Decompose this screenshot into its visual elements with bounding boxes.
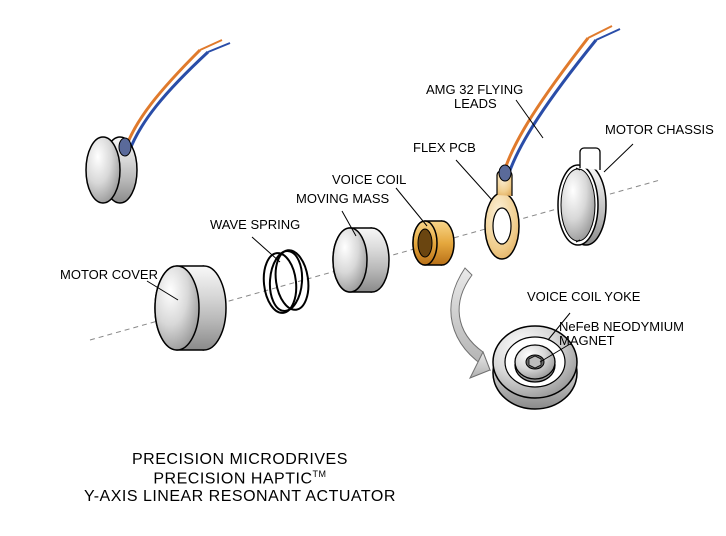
motor-cover-part [155, 266, 226, 350]
label-neodymium-2: MAGNET [559, 333, 615, 349]
title-tm: TM [313, 469, 327, 479]
title-line-3: Y-AXIS LINEAR RESONANT ACTUATOR [84, 488, 396, 506]
exploded-arrow [451, 268, 490, 378]
title-block: PRECISION MICRODRIVES PRECISION HAPTICTM… [84, 451, 396, 506]
label-moving-mass: MOVING MASS [296, 191, 389, 207]
label-voice-coil: VOICE COIL [332, 172, 406, 188]
wave-spring-part [261, 248, 312, 314]
title-line-1: PRECISION MICRODRIVES [84, 451, 396, 469]
voice-coil-part [413, 221, 454, 265]
title-line-2: PRECISION HAPTICTM [84, 469, 396, 488]
moving-mass-part [333, 228, 389, 292]
label-flex-pcb: FLEX PCB [413, 140, 476, 156]
assembled-motor [86, 40, 230, 203]
label-motor-cover: MOTOR COVER [60, 267, 158, 283]
label-wave-spring: WAVE SPRING [210, 217, 300, 233]
motor-chassis-part [558, 148, 606, 245]
label-motor-chassis: MOTOR CHASSIS [605, 122, 714, 138]
title-line-2a: PRECISION HAPTIC [153, 470, 312, 487]
label-voice-coil-yoke: VOICE COIL YOKE [527, 289, 640, 305]
label-flying-leads-2: LEADS [454, 96, 497, 112]
